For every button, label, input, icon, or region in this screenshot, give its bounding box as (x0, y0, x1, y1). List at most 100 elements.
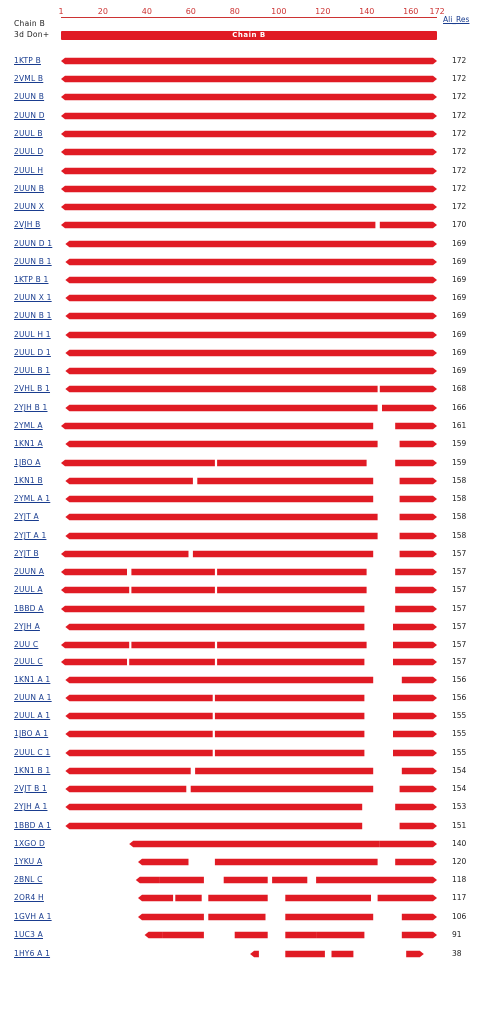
ali-res-link[interactable]: Ali_Res (443, 15, 470, 24)
alignment-segment[interactable] (190, 785, 374, 793)
row-link[interactable]: 1HY6 A 1 (14, 949, 51, 958)
alignment-segment[interactable] (65, 767, 191, 775)
row-link[interactable]: 1KTP B (14, 56, 41, 65)
alignment-segment[interactable] (61, 93, 437, 101)
alignment-segment[interactable] (65, 513, 378, 521)
row-link[interactable]: 2UUN D 1 (14, 239, 53, 248)
alignment-segment[interactable] (401, 931, 437, 939)
alignment-segment[interactable] (138, 858, 189, 866)
row-link[interactable]: 2UU C (14, 640, 39, 649)
alignment-segment[interactable] (65, 349, 438, 357)
alignment-segment[interactable] (285, 894, 371, 902)
row-link[interactable]: 2UUL D 1 (14, 348, 51, 357)
row-link[interactable]: 1KN1 B (14, 476, 43, 485)
row-link[interactable]: 2UUN B 1 (14, 311, 52, 320)
alignment-segment[interactable] (395, 459, 437, 467)
row-link[interactable]: 2UUL D (14, 147, 44, 156)
alignment-segment[interactable] (393, 694, 437, 702)
alignment-segment[interactable] (316, 876, 393, 884)
alignment-segment[interactable] (250, 950, 259, 958)
alignment-segment[interactable] (399, 532, 437, 540)
row-link[interactable]: 2UUL C (14, 657, 43, 666)
row-link[interactable]: 2UUN B 1 (14, 257, 52, 266)
row-link[interactable]: 2UUL B 1 (14, 366, 51, 375)
alignment-segment[interactable] (399, 550, 437, 558)
alignment-segment[interactable] (377, 894, 437, 902)
row-link[interactable]: 2UUN B (14, 184, 45, 193)
alignment-segment[interactable] (395, 605, 437, 613)
alignment-segment[interactable] (393, 658, 437, 666)
alignment-segment[interactable] (393, 641, 437, 649)
alignment-segment[interactable] (138, 894, 174, 902)
alignment-segment[interactable] (61, 586, 130, 594)
alignment-segment[interactable] (129, 840, 380, 848)
alignment-segment[interactable] (135, 876, 160, 884)
row-link[interactable]: 1XGO D (14, 839, 45, 848)
alignment-segment[interactable] (195, 767, 374, 775)
row-link[interactable]: 1KN1 A 1 (14, 675, 51, 684)
alignment-segment[interactable] (395, 422, 437, 430)
alignment-segment[interactable] (65, 385, 378, 393)
alignment-segment[interactable] (223, 876, 268, 884)
alignment-segment[interactable] (393, 623, 437, 631)
alignment-segment[interactable] (61, 422, 374, 430)
alignment-segment[interactable] (61, 605, 365, 613)
alignment-segment[interactable] (65, 495, 374, 503)
row-link[interactable]: 2VJH B (14, 220, 41, 229)
alignment-segment[interactable] (65, 623, 365, 631)
alignment-segment[interactable] (399, 785, 437, 793)
row-link[interactable]: 2YML A (14, 421, 43, 430)
alignment-segment[interactable] (393, 730, 437, 738)
alignment-segment[interactable] (406, 950, 424, 958)
alignment-segment[interactable] (272, 876, 308, 884)
row-link[interactable]: 2UUL A (14, 585, 43, 594)
row-link[interactable]: 2UUL B (14, 129, 43, 138)
alignment-segment[interactable] (214, 694, 365, 702)
row-link[interactable]: 2YJH A (14, 622, 40, 631)
row-link[interactable]: 1JBO A 1 (14, 729, 49, 738)
alignment-segment[interactable] (395, 858, 437, 866)
alignment-segment[interactable] (65, 532, 378, 540)
row-link[interactable]: 2UUL C 1 (14, 748, 51, 757)
alignment-segment[interactable] (65, 712, 213, 720)
alignment-segment[interactable] (61, 658, 127, 666)
alignment-segment[interactable] (217, 568, 367, 576)
alignment-segment[interactable] (285, 913, 374, 921)
alignment-segment[interactable] (393, 876, 437, 884)
alignment-segment[interactable] (131, 641, 215, 649)
row-link[interactable]: 1BBD A 1 (14, 821, 52, 830)
alignment-segment[interactable] (65, 404, 378, 412)
alignment-segment[interactable] (65, 676, 374, 684)
alignment-segment[interactable] (217, 658, 365, 666)
alignment-segment[interactable] (395, 568, 437, 576)
row-link[interactable]: 1UC3 A (14, 930, 43, 939)
alignment-segment[interactable] (197, 477, 374, 485)
alignment-segment[interactable] (65, 785, 187, 793)
alignment-segment[interactable] (65, 331, 438, 339)
alignment-segment[interactable] (395, 586, 437, 594)
alignment-segment[interactable] (61, 148, 437, 156)
alignment-segment[interactable] (217, 459, 367, 467)
alignment-segment[interactable] (401, 913, 437, 921)
row-link[interactable]: 2VML B (14, 74, 44, 83)
alignment-segment[interactable] (65, 694, 213, 702)
row-link[interactable]: 2VHL B 1 (14, 384, 51, 393)
alignment-segment[interactable] (331, 950, 354, 958)
alignment-segment[interactable] (61, 459, 215, 467)
alignment-segment[interactable] (65, 730, 213, 738)
alignment-segment[interactable] (61, 130, 437, 138)
alignment-segment[interactable] (61, 641, 130, 649)
alignment-segment[interactable] (65, 276, 438, 284)
row-link[interactable]: 2BNL C (14, 875, 43, 884)
alignment-segment[interactable] (214, 712, 365, 720)
alignment-segment[interactable] (138, 913, 204, 921)
alignment-segment[interactable] (65, 477, 193, 485)
alignment-segment[interactable] (208, 913, 266, 921)
alignment-segment[interactable] (395, 803, 437, 811)
alignment-segment[interactable] (61, 550, 189, 558)
alignment-segment[interactable] (399, 477, 437, 485)
row-link[interactable]: 2UUL H 1 (14, 330, 51, 339)
row-link[interactable]: 2YML A 1 (14, 494, 51, 503)
alignment-segment[interactable] (401, 767, 437, 775)
row-link[interactable]: 2YJT A (14, 512, 39, 521)
